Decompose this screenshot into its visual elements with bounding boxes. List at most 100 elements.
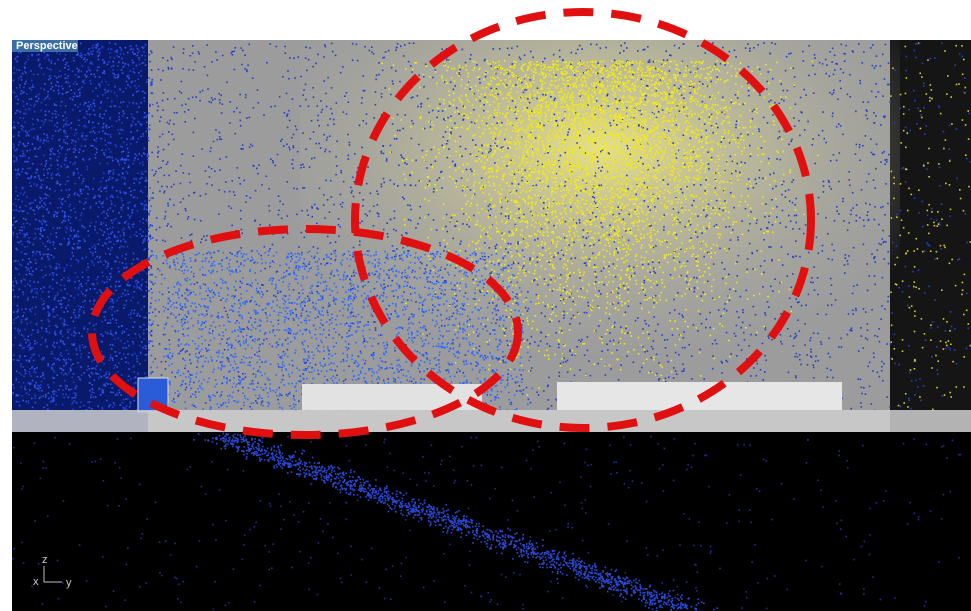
particle	[23, 105, 25, 107]
particle	[605, 132, 607, 134]
particle	[145, 317, 147, 319]
particle	[100, 181, 102, 183]
particle	[831, 244, 833, 246]
particle	[496, 88, 498, 90]
particle	[587, 350, 589, 352]
particle	[118, 174, 120, 176]
particle	[727, 361, 729, 363]
particle	[863, 308, 865, 310]
particle	[239, 112, 241, 114]
particle	[367, 166, 369, 168]
particle	[484, 96, 486, 98]
particle	[543, 202, 545, 204]
particle	[234, 69, 236, 71]
particle	[19, 229, 21, 231]
particle	[96, 138, 98, 140]
particle	[129, 406, 131, 408]
particle	[73, 297, 75, 299]
particle	[559, 166, 561, 168]
particle	[119, 223, 121, 225]
particle	[22, 150, 24, 152]
particle	[519, 385, 521, 387]
particle	[530, 402, 532, 404]
particle	[152, 345, 154, 347]
particle	[110, 233, 112, 235]
particle	[86, 126, 88, 128]
particle	[313, 96, 315, 98]
particle	[192, 97, 194, 99]
particle	[103, 234, 105, 236]
particle	[460, 136, 462, 138]
particle	[68, 180, 70, 182]
particle	[14, 125, 16, 127]
particle	[49, 75, 51, 77]
particle	[32, 143, 34, 145]
particle	[50, 401, 52, 403]
particle	[449, 105, 451, 107]
particle	[151, 92, 153, 94]
particle	[63, 374, 65, 376]
particle	[593, 131, 595, 133]
particle	[520, 58, 522, 60]
particle	[742, 309, 744, 311]
particle	[697, 330, 699, 332]
particle	[14, 122, 16, 124]
particle	[167, 203, 169, 205]
particle	[113, 335, 115, 337]
particle	[44, 121, 46, 123]
particle	[300, 167, 302, 169]
particle	[810, 337, 812, 339]
particle	[563, 311, 565, 313]
particle	[122, 333, 124, 335]
particle	[113, 243, 115, 245]
particle	[41, 390, 43, 392]
particle	[18, 131, 20, 133]
particle	[55, 404, 57, 406]
particle	[278, 214, 280, 216]
particle	[124, 407, 126, 409]
particle	[876, 143, 878, 145]
particle	[278, 320, 280, 322]
particle	[188, 173, 190, 175]
particle	[263, 114, 265, 116]
particle	[734, 50, 736, 52]
particle	[125, 263, 127, 265]
particle	[664, 339, 666, 341]
particle	[37, 205, 39, 207]
particle	[115, 218, 117, 220]
particle	[13, 72, 15, 74]
particle	[112, 222, 114, 224]
particle	[385, 51, 387, 53]
particle	[430, 164, 432, 166]
particle	[314, 157, 316, 159]
particle	[141, 173, 143, 175]
particle	[40, 227, 42, 229]
particle	[64, 74, 66, 76]
particle	[340, 226, 342, 228]
particle	[771, 42, 773, 44]
particle	[137, 55, 139, 57]
particle	[362, 286, 364, 288]
particle	[799, 359, 801, 361]
particle	[143, 62, 145, 64]
particle	[18, 78, 20, 80]
particle	[794, 125, 796, 127]
particle	[626, 145, 628, 147]
particle	[393, 229, 395, 231]
particle	[391, 67, 393, 69]
particle	[721, 361, 723, 363]
particle	[18, 360, 20, 362]
particle	[403, 158, 405, 160]
particle	[867, 323, 869, 325]
particle	[26, 360, 28, 362]
particle	[149, 104, 151, 106]
particle	[327, 262, 329, 264]
particle	[123, 53, 125, 55]
particle	[229, 252, 231, 254]
particle	[13, 311, 15, 313]
particle	[17, 195, 19, 197]
particle	[282, 76, 284, 78]
particle	[41, 359, 43, 361]
particle	[737, 239, 739, 241]
particle	[341, 172, 343, 174]
